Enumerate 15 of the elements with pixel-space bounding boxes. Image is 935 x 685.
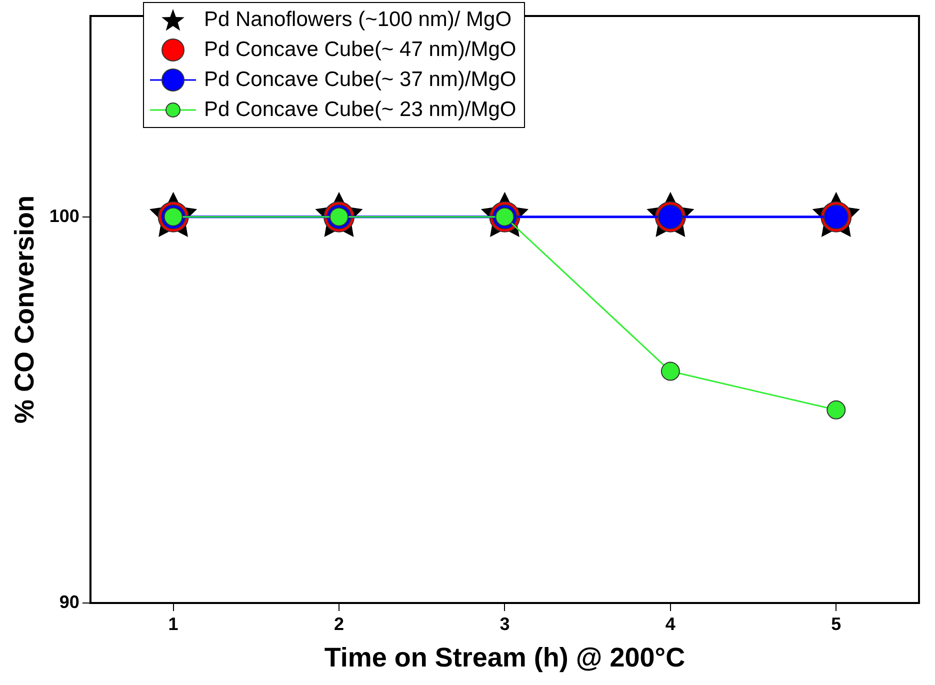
x-tick-label: 5 [831, 614, 842, 634]
x-tick-label: 1 [168, 614, 178, 634]
legend-label: Pd Concave Cube(~ 23 nm)/MgO [204, 98, 516, 122]
x-tick-label: 3 [500, 614, 510, 634]
x-axis-title: Time on Stream (h) @ 200°C [324, 642, 686, 672]
y-axis-title: % CO Conversion [10, 195, 40, 424]
y-tick-label: 100 [49, 206, 80, 226]
point [826, 400, 846, 420]
legend-label: Pd Nanoflowers (~100 nm)/ MgO [204, 8, 512, 32]
legend-label: Pd Concave Cube(~ 37 nm)/MgO [204, 68, 516, 92]
y-tick-label: 90 [59, 592, 80, 612]
x-tick-label: 2 [334, 614, 344, 634]
x-tick-label: 4 [665, 614, 676, 634]
legend-label: Pd Concave Cube(~ 47 nm)/MgO [204, 38, 516, 62]
point [660, 362, 680, 381]
